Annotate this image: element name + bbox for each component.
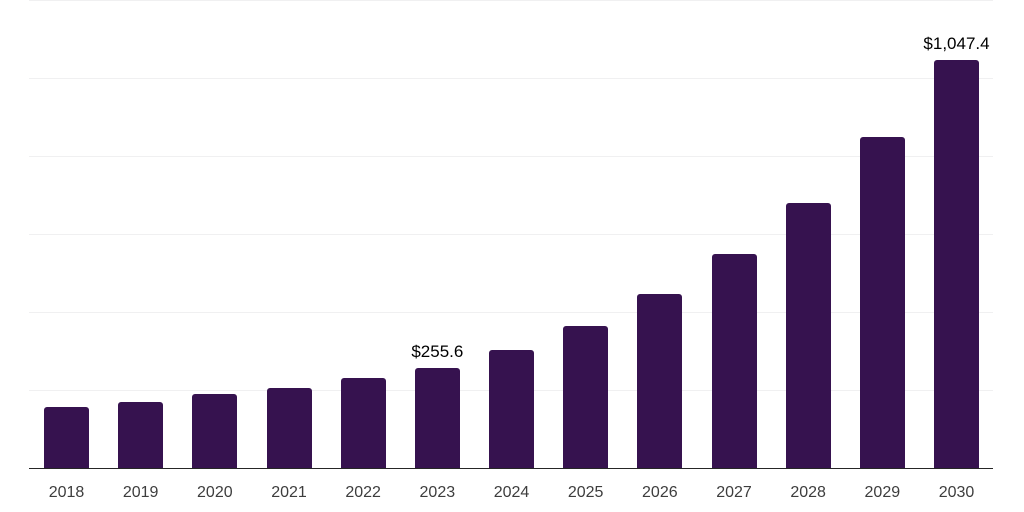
gridline-600 bbox=[29, 234, 993, 235]
bar-2020[interactable] bbox=[192, 394, 238, 468]
bar-2025[interactable] bbox=[563, 326, 609, 468]
x-tick-2020: 2020 bbox=[197, 484, 233, 501]
gridline-1000 bbox=[29, 78, 993, 79]
value-label-2030: $1,047.4 bbox=[923, 33, 990, 53]
x-tick-2026: 2026 bbox=[642, 484, 678, 501]
x-tick-2024: 2024 bbox=[493, 484, 530, 501]
x-tick-2029: 2029 bbox=[864, 484, 901, 501]
x-tick-2025: 2025 bbox=[567, 484, 604, 501]
x-tick-2021: 2021 bbox=[271, 484, 307, 501]
bar-2026[interactable] bbox=[637, 294, 683, 468]
bar-2023[interactable] bbox=[414, 368, 460, 468]
x-tick-2019: 2019 bbox=[122, 484, 159, 501]
bar-2028[interactable] bbox=[785, 203, 831, 468]
bar-2022[interactable] bbox=[340, 378, 386, 468]
bar-2027[interactable] bbox=[711, 254, 757, 468]
gridline-1200 bbox=[29, 0, 993, 1]
x-axis-line bbox=[29, 467, 993, 469]
x-tick-2018: 2018 bbox=[48, 484, 85, 501]
x-tick-2022: 2022 bbox=[345, 484, 381, 501]
bar-2019[interactable] bbox=[118, 402, 164, 468]
bar-2018[interactable] bbox=[44, 407, 89, 468]
x-tick-2023: 2023 bbox=[419, 484, 456, 501]
bar-2021[interactable] bbox=[266, 388, 312, 468]
bar-2024[interactable] bbox=[489, 350, 534, 468]
bar-2030[interactable] bbox=[934, 59, 979, 468]
bar-2029[interactable] bbox=[859, 136, 905, 468]
plot-area: $255.6 $1,047.4 bbox=[29, 0, 993, 469]
x-tick-2028: 2028 bbox=[790, 484, 826, 501]
gridline-800 bbox=[29, 156, 993, 157]
x-tick-2030: 2030 bbox=[938, 484, 975, 501]
x-tick-2027: 2027 bbox=[716, 484, 752, 501]
gridline-400 bbox=[29, 312, 993, 313]
value-label-2023: $255.6 bbox=[411, 342, 464, 362]
